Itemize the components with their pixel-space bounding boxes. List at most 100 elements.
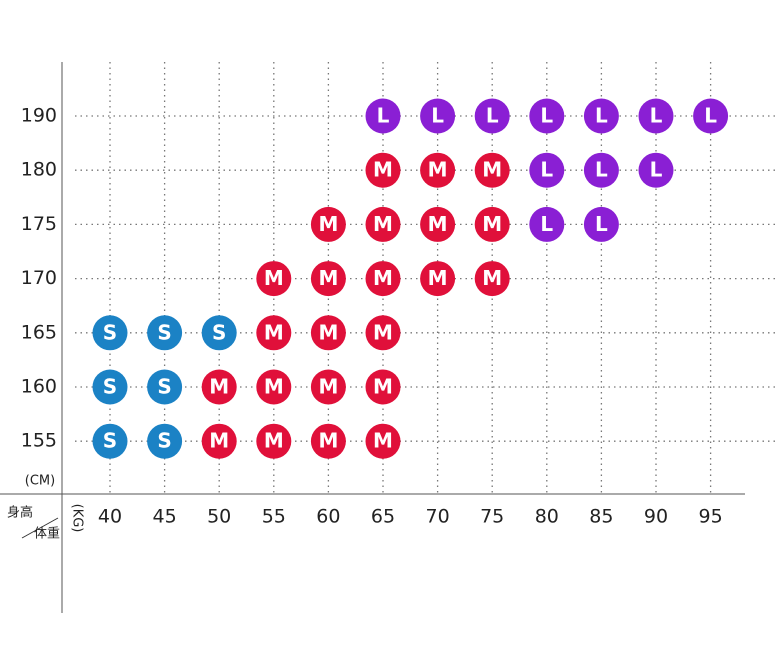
y-tick-label: 160: [21, 376, 57, 398]
size-badge: [638, 98, 674, 134]
size-badge: [310, 423, 346, 459]
size-label: M: [482, 212, 502, 236]
size-label: M: [373, 266, 393, 290]
size-label: M: [318, 320, 338, 344]
size-label: S: [157, 375, 171, 399]
size-label: L: [431, 104, 444, 128]
size-badge: [256, 315, 292, 351]
size-label: M: [373, 429, 393, 453]
size-badge: [420, 152, 456, 188]
size-label: M: [209, 375, 229, 399]
size-badge: [147, 315, 183, 351]
size-badge: [693, 98, 729, 134]
size-badge: [529, 152, 565, 188]
size-label: M: [264, 266, 284, 290]
size-label: L: [595, 212, 608, 236]
x-tick-label: 80: [535, 506, 559, 528]
size-badge: [201, 369, 237, 405]
y-tick-label: 165: [21, 321, 57, 343]
size-label: M: [373, 158, 393, 182]
size-label: S: [157, 320, 171, 344]
x-tick-label: 75: [480, 506, 504, 528]
size-badge: [474, 261, 510, 297]
y-tick-label: 190: [21, 105, 57, 127]
size-badge: [474, 206, 510, 242]
size-badge: [310, 261, 346, 297]
x-tick-label: 45: [153, 506, 177, 528]
size-badge: [583, 152, 619, 188]
size-badge: [147, 423, 183, 459]
x-tick-label: 85: [589, 506, 613, 528]
size-badge: [365, 423, 401, 459]
size-badge: [638, 152, 674, 188]
x-tick-label: 70: [426, 506, 450, 528]
size-badge: [256, 423, 292, 459]
size-label: M: [482, 158, 502, 182]
size-label: L: [595, 158, 608, 182]
size-label: M: [428, 212, 448, 236]
size-badge: [92, 315, 128, 351]
size-badge: [365, 98, 401, 134]
size-label: M: [428, 158, 448, 182]
size-label: M: [318, 266, 338, 290]
size-badge: [201, 423, 237, 459]
size-label: M: [209, 429, 229, 453]
weight-unit: (KG): [70, 504, 85, 533]
size-label: L: [540, 212, 553, 236]
size-label: S: [103, 429, 117, 453]
size-badge: [529, 206, 565, 242]
size-label: M: [373, 375, 393, 399]
size-label: L: [377, 104, 390, 128]
y-tick-label: 175: [21, 213, 57, 235]
size-badge: [420, 261, 456, 297]
size-label: L: [650, 104, 663, 128]
size-label: L: [704, 104, 717, 128]
size-badge: [583, 206, 619, 242]
size-label: M: [428, 266, 448, 290]
size-label: M: [318, 429, 338, 453]
size-label: M: [482, 266, 502, 290]
size-label: M: [318, 212, 338, 236]
x-tick-label: 50: [207, 506, 231, 528]
size-badge: [529, 98, 565, 134]
size-label: M: [264, 375, 284, 399]
size-badge: [420, 98, 456, 134]
size-label: S: [103, 375, 117, 399]
size-badge: [147, 369, 183, 405]
size-badge: [365, 206, 401, 242]
size-badge: [365, 315, 401, 351]
size-label: M: [264, 429, 284, 453]
size-badge: [420, 206, 456, 242]
x-tick-label: 60: [316, 506, 340, 528]
corner-slash: [21, 517, 59, 539]
size-label: M: [318, 375, 338, 399]
size-badge: [256, 261, 292, 297]
corner-bottom: 体重: [34, 526, 60, 542]
size-label: S: [212, 320, 226, 344]
size-label: S: [103, 320, 117, 344]
size-badge: [474, 152, 510, 188]
size-label: S: [157, 429, 171, 453]
size-badge: [256, 369, 292, 405]
size-badge: [474, 98, 510, 134]
size-label: M: [373, 212, 393, 236]
y-tick-label: 180: [21, 159, 57, 181]
size-badge: [92, 423, 128, 459]
height-unit: (CM): [25, 474, 55, 489]
corner-top: 身高: [7, 505, 33, 521]
size-badge: [365, 261, 401, 297]
size-badge: [310, 315, 346, 351]
size-label: L: [650, 158, 663, 182]
y-tick-label: 155: [21, 430, 57, 452]
size-label: L: [595, 104, 608, 128]
size-badge: [310, 369, 346, 405]
size-label: L: [540, 158, 553, 182]
size-badge: [583, 98, 619, 134]
size-label: L: [486, 104, 499, 128]
x-tick-label: 55: [262, 506, 286, 528]
size-badge: [365, 369, 401, 405]
size-badge: [310, 206, 346, 242]
size-label: M: [373, 320, 393, 344]
size-badge: [201, 315, 237, 351]
size-label: L: [540, 104, 553, 128]
